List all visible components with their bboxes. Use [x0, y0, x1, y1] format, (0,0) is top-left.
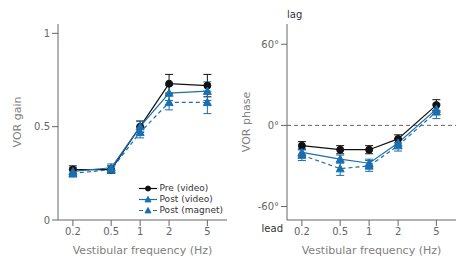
svg-text:2: 2: [395, 226, 401, 237]
svg-text:2: 2: [166, 226, 172, 237]
svg-text:0.2: 0.2: [294, 226, 310, 237]
html-text:Post (video): Post (video): [159, 194, 213, 204]
svg-text:1: 1: [137, 226, 143, 237]
svg-text:0.5: 0.5: [332, 226, 348, 237]
html-text:lag: lag: [287, 9, 303, 20]
svg-text:60°: 60°: [261, 39, 279, 50]
svg-text:5: 5: [204, 226, 210, 237]
svg-text:1: 1: [44, 28, 50, 39]
svg-text:Vestibular frequency (Hz): Vestibular frequency (Hz): [302, 244, 442, 257]
html-text:Pre (video): Pre (video): [159, 183, 209, 193]
svg-text:Vestibular frequency (Hz): Vestibular frequency (Hz): [73, 244, 213, 257]
svg-text:-60°: -60°: [258, 201, 279, 212]
html-text:lead: lead: [261, 223, 283, 234]
html-text:Post (magnet): Post (magnet): [159, 205, 223, 215]
svg-text:1: 1: [366, 226, 372, 237]
svg-text:VOR phase: VOR phase: [240, 92, 253, 153]
svg-text:0.5: 0.5: [34, 121, 50, 132]
svg-text:0.5: 0.5: [103, 226, 119, 237]
svg-text:0: 0: [44, 215, 50, 226]
svg-text:VOR gain: VOR gain: [11, 97, 24, 148]
svg-text:5: 5: [433, 226, 439, 237]
svg-text:0.2: 0.2: [65, 226, 81, 237]
svg-text:0°: 0°: [268, 120, 279, 131]
